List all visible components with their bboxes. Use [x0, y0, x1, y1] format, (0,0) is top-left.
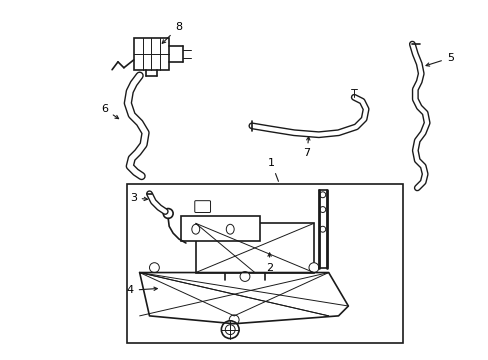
Circle shape — [221, 321, 239, 338]
Ellipse shape — [191, 224, 199, 234]
Text: 1: 1 — [267, 158, 278, 181]
Circle shape — [319, 226, 325, 232]
FancyBboxPatch shape — [195, 223, 313, 273]
Circle shape — [229, 315, 239, 325]
FancyBboxPatch shape — [181, 216, 259, 241]
Text: 4: 4 — [126, 285, 157, 295]
Text: 5: 5 — [425, 53, 453, 66]
Text: 2: 2 — [265, 253, 273, 273]
Text: 7: 7 — [303, 137, 310, 158]
Text: 3: 3 — [129, 193, 147, 203]
Text: 8: 8 — [162, 22, 182, 43]
FancyBboxPatch shape — [126, 184, 402, 343]
Circle shape — [319, 192, 325, 198]
Text: 6: 6 — [101, 104, 119, 119]
FancyBboxPatch shape — [194, 201, 210, 212]
Circle shape — [319, 207, 325, 212]
Circle shape — [225, 325, 235, 334]
Circle shape — [149, 263, 159, 273]
Circle shape — [308, 263, 318, 273]
Circle shape — [163, 208, 173, 219]
FancyBboxPatch shape — [133, 38, 169, 70]
Ellipse shape — [226, 224, 234, 234]
Circle shape — [240, 271, 249, 282]
